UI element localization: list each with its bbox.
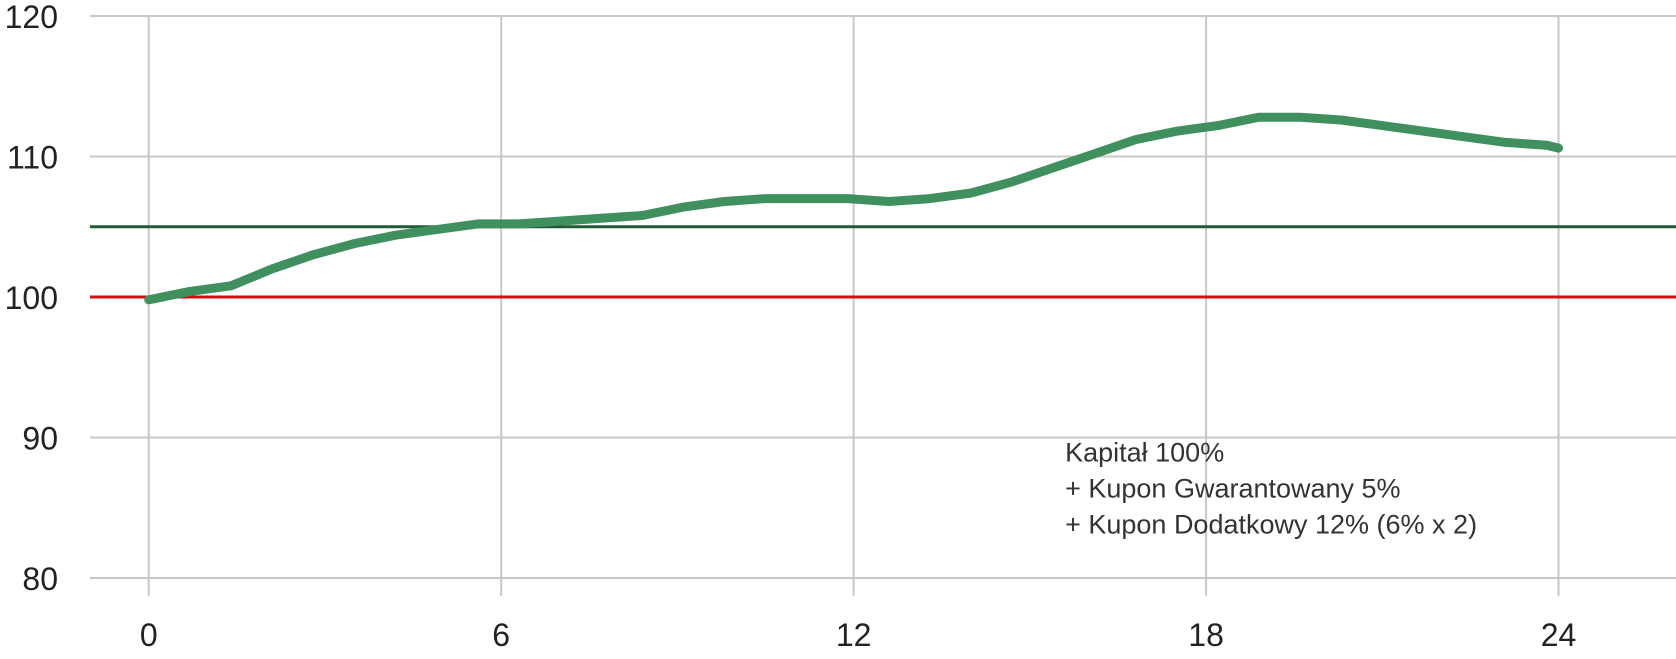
annotation-text: Kapitał 100% + Kupon Gwarantowany 5% + K… <box>1065 437 1477 539</box>
y-tick-label-110: 110 <box>7 140 58 176</box>
y-tick-label-90: 90 <box>22 421 58 457</box>
series-layer <box>144 112 1563 305</box>
x-tick-label-24: 24 <box>1541 617 1577 653</box>
x-tick-label-18: 18 <box>1188 617 1224 653</box>
tick-labels: 80 90 100 110 120 0 6 12 18 24 <box>5 0 1577 653</box>
x-tick-label-12: 12 <box>836 617 872 653</box>
x-tick-label-0: 0 <box>140 617 158 653</box>
y-tick-label-120: 120 <box>5 0 58 35</box>
annotation-line-guaranteed-coupon: + Kupon Gwarantowany 5% <box>1065 473 1400 503</box>
y-tick-label-100: 100 <box>5 280 58 316</box>
series-line-0 <box>144 112 1563 305</box>
y-tick-label-80: 80 <box>22 561 58 597</box>
annotation-line-additional-coupon: + Kupon Dodatkowy 12% (6% x 2) <box>1065 509 1477 539</box>
x-tick-label-6: 6 <box>492 617 510 653</box>
annotation-line-capital: Kapitał 100% <box>1065 437 1224 467</box>
reference-lines <box>90 225 1676 299</box>
